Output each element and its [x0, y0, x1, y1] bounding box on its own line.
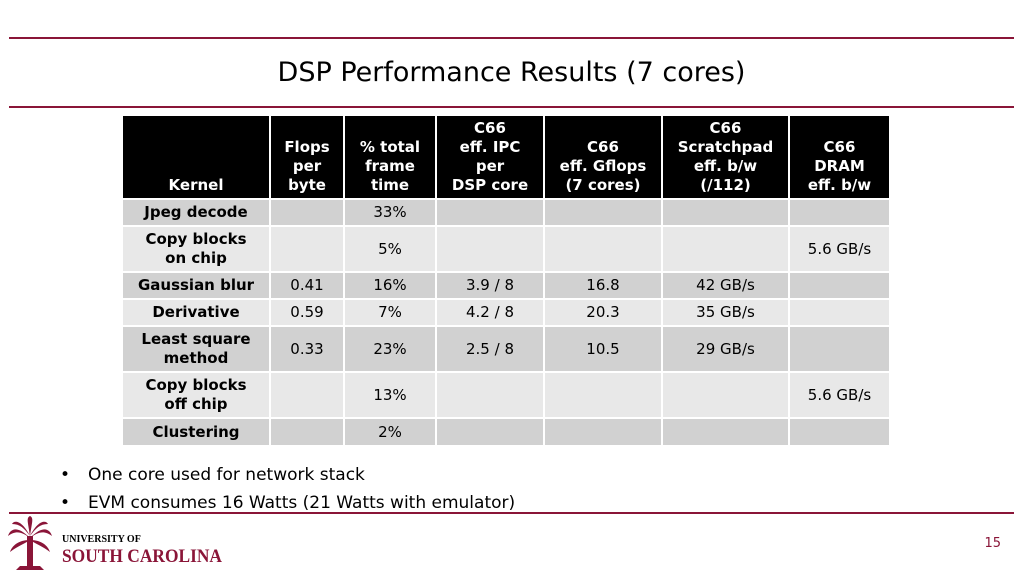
table-cell — [662, 225, 790, 272]
table-cell — [789, 271, 889, 299]
kernel-cell: Clustering — [123, 417, 271, 445]
palmetto-tree-icon — [8, 516, 52, 570]
table-cell — [662, 417, 790, 445]
table-cell — [544, 417, 663, 445]
table-row: Least square method 0.33 23% 2.5 / 8 10.… — [123, 325, 889, 372]
table-cell: 10.5 — [544, 325, 663, 372]
bullet-dot-icon: • — [60, 493, 71, 513]
table-cell — [436, 198, 545, 226]
table-cell — [544, 198, 663, 226]
table-cell: 4.2 / 8 — [436, 298, 545, 326]
slide-title: DSP Performance Results (7 cores) — [277, 57, 746, 88]
table-cell: 7% — [344, 298, 437, 326]
title-divider — [9, 106, 1014, 108]
table-cell — [662, 371, 790, 418]
table-cell: 13% — [344, 371, 437, 418]
top-divider — [9, 37, 1014, 39]
table-cell — [270, 198, 345, 226]
header-kernel: Kernel — [123, 116, 271, 199]
table-cell — [544, 371, 663, 418]
table-cell — [436, 417, 545, 445]
table-cell: 0.59 — [270, 298, 345, 326]
table-cell: 16.8 — [544, 271, 663, 299]
bullet-item: • One core used for network stack — [60, 461, 515, 489]
table-cell — [436, 371, 545, 418]
table-cell: 2.5 / 8 — [436, 325, 545, 372]
kernel-cell: Copy blocks off chip — [123, 371, 271, 418]
kernel-cell: Jpeg decode — [123, 198, 271, 226]
table-cell: 29 GB/s — [662, 325, 790, 372]
table-row: Derivative 0.59 7% 4.2 / 8 20.3 35 GB/s — [123, 298, 889, 326]
page-number: 15 — [984, 536, 1001, 551]
header-dram-bw: C66 DRAM eff. b/w — [789, 116, 889, 199]
table-cell — [789, 198, 889, 226]
table-cell: 33% — [344, 198, 437, 226]
table-cell: 0.33 — [270, 325, 345, 372]
header-total-frame-time: % total frame time — [344, 116, 437, 199]
bullet-text: One core used for network stack — [88, 465, 365, 485]
table-cell — [270, 225, 345, 272]
table-cell — [270, 417, 345, 445]
table-row: Clustering 2% — [123, 417, 889, 445]
table-cell — [270, 371, 345, 418]
table-cell — [544, 225, 663, 272]
table-cell — [789, 417, 889, 445]
bullet-dot-icon: • — [60, 465, 71, 485]
table-cell: 16% — [344, 271, 437, 299]
kernel-cell: Copy blocks on chip — [123, 225, 271, 272]
table-cell — [789, 325, 889, 372]
table-row: Copy blocks off chip 13% 5.6 GB/s — [123, 371, 889, 418]
table-cell: 20.3 — [544, 298, 663, 326]
performance-table: Kernel Flops per byte % total frame time… — [123, 116, 889, 445]
table-cell: 0.41 — [270, 271, 345, 299]
university-logo: UNIVERSITY OF SOUTH CAROLINA — [8, 516, 222, 570]
header-ipc: C66 eff. IPC per DSP core — [436, 116, 545, 199]
kernel-cell: Least square method — [123, 325, 271, 372]
table-cell — [662, 198, 790, 226]
header-flops-per-byte: Flops per byte — [270, 116, 345, 199]
table-cell: 5% — [344, 225, 437, 272]
table-header-row: Kernel Flops per byte % total frame time… — [123, 116, 889, 199]
header-scratchpad-bw: C66 Scratchpad eff. b/w (/112) — [662, 116, 790, 199]
logo-line-1: UNIVERSITY OF — [62, 534, 141, 545]
kernel-cell: Derivative — [123, 298, 271, 326]
table-cell — [436, 225, 545, 272]
table-cell: 35 GB/s — [662, 298, 790, 326]
table-row: Jpeg decode 33% — [123, 198, 889, 226]
logo-line-2: SOUTH CAROLINA — [62, 546, 222, 567]
table-cell: 3.9 / 8 — [436, 271, 545, 299]
table-row: Gaussian blur 0.41 16% 3.9 / 8 16.8 42 G… — [123, 271, 889, 299]
table-cell: 42 GB/s — [662, 271, 790, 299]
table-cell: 2% — [344, 417, 437, 445]
table-cell: 5.6 GB/s — [789, 225, 889, 272]
footer-divider — [9, 512, 1014, 514]
table-cell: 5.6 GB/s — [789, 371, 889, 418]
bullet-item: • EVM consumes 16 Watts (21 Watts with e… — [60, 489, 515, 517]
table-cell: 23% — [344, 325, 437, 372]
bullet-text: EVM consumes 16 Watts (21 Watts with emu… — [88, 493, 516, 513]
kernel-cell: Gaussian blur — [123, 271, 271, 299]
table-cell — [789, 298, 889, 326]
header-gflops: C66 eff. Gflops (7 cores) — [544, 116, 663, 199]
bullet-list: • One core used for network stack • EVM … — [60, 461, 515, 517]
table-row: Copy blocks on chip 5% 5.6 GB/s — [123, 225, 889, 272]
